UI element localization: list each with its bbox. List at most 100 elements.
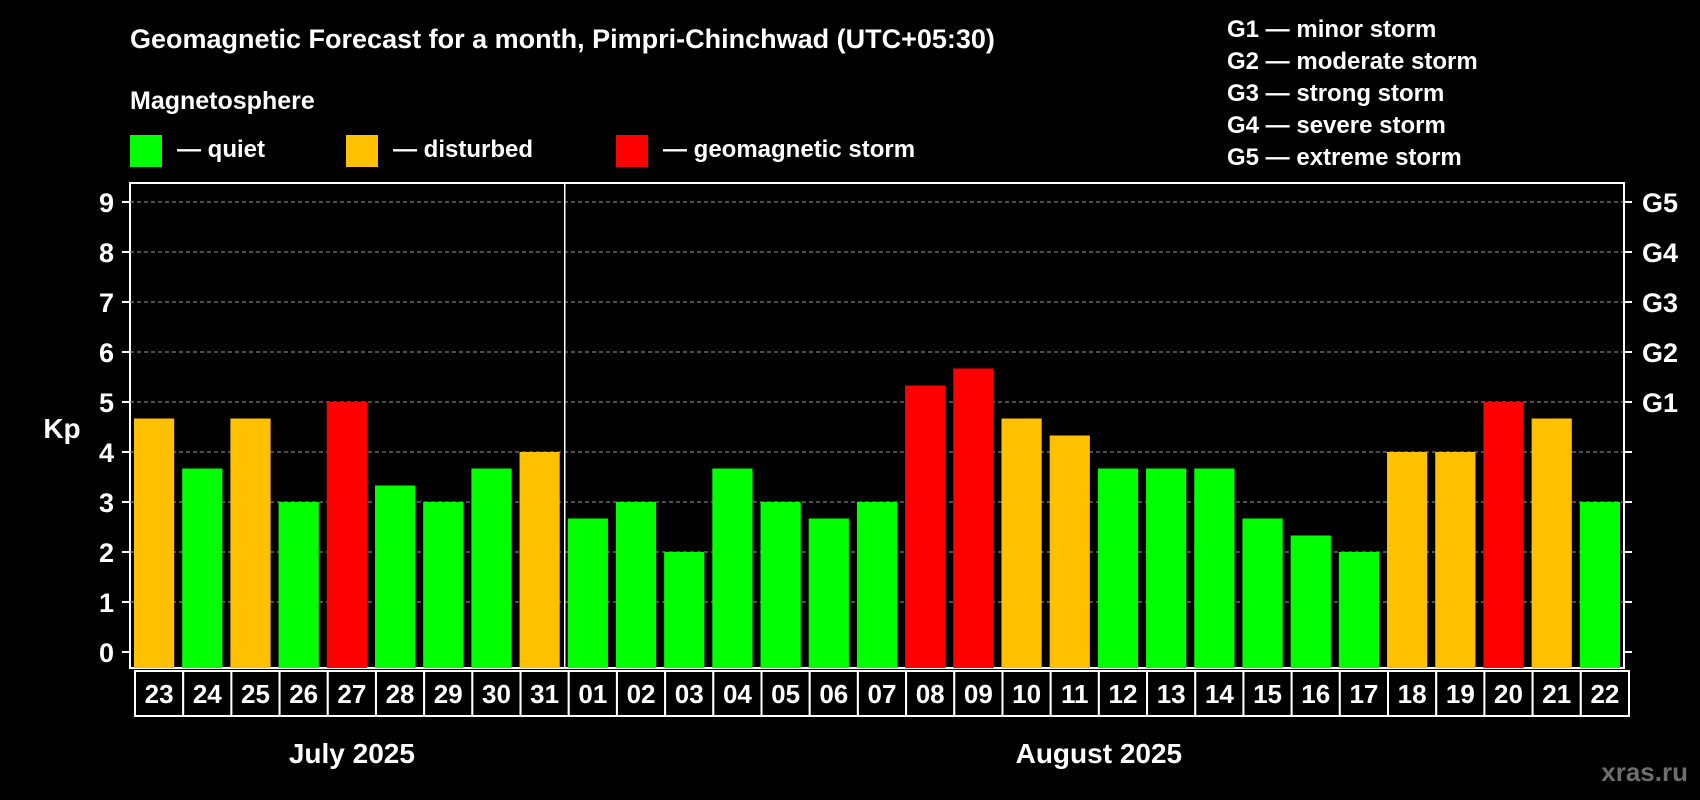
bar-03 (664, 552, 705, 668)
g-level-label: G2 (1642, 338, 1678, 368)
day-label-box (1194, 670, 1245, 717)
legend-heading: Magnetosphere (130, 87, 315, 115)
bar-31 (519, 452, 560, 668)
bar-07 (856, 502, 898, 668)
day-label: 31 (530, 679, 559, 709)
bar-14 (1194, 468, 1235, 668)
day-label: 13 (1157, 679, 1186, 709)
bar-25 (230, 418, 271, 668)
day-label: 24 (193, 679, 222, 709)
day-label: 27 (337, 679, 366, 709)
day-label-box (808, 670, 859, 717)
bar-02 (615, 502, 657, 668)
bar-12 (1097, 468, 1139, 668)
day-label-box (1579, 670, 1630, 717)
day-label-box (1097, 670, 1149, 717)
month-label: August 2025 (1016, 738, 1183, 769)
day-label-box (230, 670, 281, 717)
day-label-box (278, 670, 329, 717)
bar-24 (182, 468, 223, 668)
day-label: 28 (386, 679, 415, 709)
day-label: 17 (1349, 679, 1378, 709)
day-label: 19 (1446, 679, 1475, 709)
day-label-box (953, 670, 1004, 717)
bar-22 (1579, 502, 1620, 668)
g-level-label: G4 (1642, 238, 1678, 268)
storm-scale-item: G5 — extreme storm (1227, 144, 1462, 171)
day-label-box (1338, 670, 1390, 717)
g-level-label: G1 (1642, 388, 1678, 418)
storm-scale-legend: G1 — minor storm G2 — moderate storm G3 — … (1227, 16, 1478, 171)
bar-06 (808, 518, 849, 668)
day-label: 23 (145, 679, 174, 709)
day-label-box (856, 670, 908, 717)
day-label: 21 (1542, 679, 1571, 709)
y-tick-label: 6 (99, 338, 114, 368)
bar-08 (905, 385, 946, 668)
bar-27 (326, 402, 367, 668)
bar-01 (567, 518, 608, 668)
day-label-box (1049, 670, 1100, 717)
g-level-label: G3 (1642, 288, 1678, 318)
legend-label-storm: — geomagnetic storm (663, 136, 915, 163)
day-label-box (182, 670, 233, 717)
y-axis-label: Kp (43, 413, 80, 444)
day-label: 18 (1398, 679, 1427, 709)
legend: — quiet — disturbed — geomagnetic storm (130, 135, 915, 167)
watermark: xras.ru (1601, 757, 1688, 787)
day-label: 15 (1253, 679, 1282, 709)
day-label: 14 (1205, 679, 1234, 709)
day-label: 06 (819, 679, 848, 709)
day-label: 26 (289, 679, 318, 709)
bar-04 (712, 468, 753, 668)
day-label: 02 (627, 679, 656, 709)
bar-10 (1001, 418, 1042, 668)
bar-15 (1242, 518, 1283, 668)
storm-scale-item: G2 — moderate storm (1227, 48, 1478, 75)
day-label-box (326, 670, 377, 717)
day-label: 12 (1109, 679, 1138, 709)
bar-26 (278, 502, 319, 668)
day-label: 04 (723, 679, 752, 709)
day-label-box (1387, 670, 1438, 717)
day-label: 29 (434, 679, 463, 709)
day-label-box (519, 670, 570, 717)
day-label-box (615, 670, 667, 717)
day-label-box (760, 670, 811, 717)
day-label: 30 (482, 679, 511, 709)
day-label-box (1001, 670, 1052, 717)
bar-19 (1435, 452, 1476, 668)
day-label: 20 (1494, 679, 1523, 709)
storm-scale-item: G3 — strong storm (1227, 80, 1444, 107)
day-label-box (423, 670, 474, 717)
bar-20 (1483, 402, 1524, 668)
y-tick-label: 3 (99, 488, 114, 518)
storm-scale-item: G1 — minor storm (1227, 16, 1436, 43)
bar-09 (953, 368, 994, 668)
bar-13 (1146, 468, 1187, 668)
y-tick-label: 5 (99, 388, 114, 418)
legend-swatch-quiet (130, 135, 162, 167)
day-label: 05 (771, 679, 800, 709)
y-tick-label: 1 (99, 588, 114, 618)
day-label: 09 (964, 679, 993, 709)
y-tick-label: 7 (99, 288, 114, 318)
bar-28 (374, 485, 416, 668)
chart-title: Geomagnetic Forecast for a month, Pimpri… (130, 24, 995, 54)
bar-05 (760, 502, 801, 668)
y-tick-label: 4 (99, 438, 114, 468)
g-level-label: G5 (1642, 188, 1678, 218)
bar-17 (1338, 552, 1380, 668)
legend-label-quiet: — quiet (177, 136, 265, 163)
day-label: 25 (241, 679, 270, 709)
y-tick-label: 8 (99, 238, 114, 268)
day-label-box (664, 670, 715, 717)
bar-21 (1531, 418, 1572, 668)
day-label: 07 (868, 679, 897, 709)
day-label-box (1146, 670, 1197, 717)
day-label: 10 (1012, 679, 1041, 709)
day-label: 16 (1301, 679, 1330, 709)
y-tick-label: 2 (99, 538, 114, 568)
legend-swatch-disturbed (346, 135, 378, 167)
